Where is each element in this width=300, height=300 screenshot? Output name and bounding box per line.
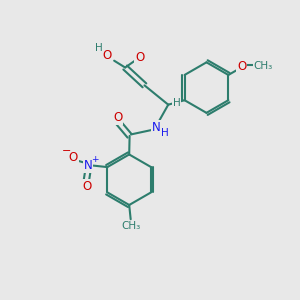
Text: O: O	[68, 151, 78, 164]
Text: O: O	[113, 111, 122, 124]
Text: H: H	[161, 128, 169, 138]
Text: H: H	[173, 98, 180, 108]
Text: −: −	[62, 146, 71, 156]
Text: N: N	[152, 121, 161, 134]
Text: O: O	[82, 180, 91, 193]
Text: CH₃: CH₃	[121, 221, 140, 231]
Text: H: H	[94, 43, 102, 53]
Text: O: O	[237, 59, 246, 73]
Text: N: N	[84, 159, 92, 172]
Text: O: O	[135, 51, 145, 64]
Text: CH₃: CH₃	[254, 61, 273, 71]
Text: O: O	[102, 49, 111, 62]
Text: +: +	[91, 154, 98, 164]
